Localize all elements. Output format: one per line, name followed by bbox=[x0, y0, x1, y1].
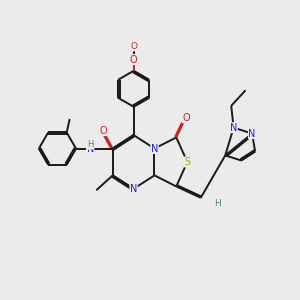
Text: N: N bbox=[87, 144, 94, 154]
Text: O: O bbox=[130, 42, 137, 51]
Text: O: O bbox=[182, 113, 190, 123]
Text: N: N bbox=[130, 184, 137, 194]
Text: N: N bbox=[230, 123, 237, 133]
Text: O: O bbox=[130, 55, 137, 64]
Text: H: H bbox=[214, 199, 220, 208]
Text: O: O bbox=[99, 126, 106, 136]
Text: S: S bbox=[184, 157, 190, 167]
Text: N: N bbox=[248, 129, 256, 139]
Text: O: O bbox=[130, 55, 137, 64]
Text: N: N bbox=[151, 143, 158, 154]
Text: H: H bbox=[87, 140, 94, 149]
